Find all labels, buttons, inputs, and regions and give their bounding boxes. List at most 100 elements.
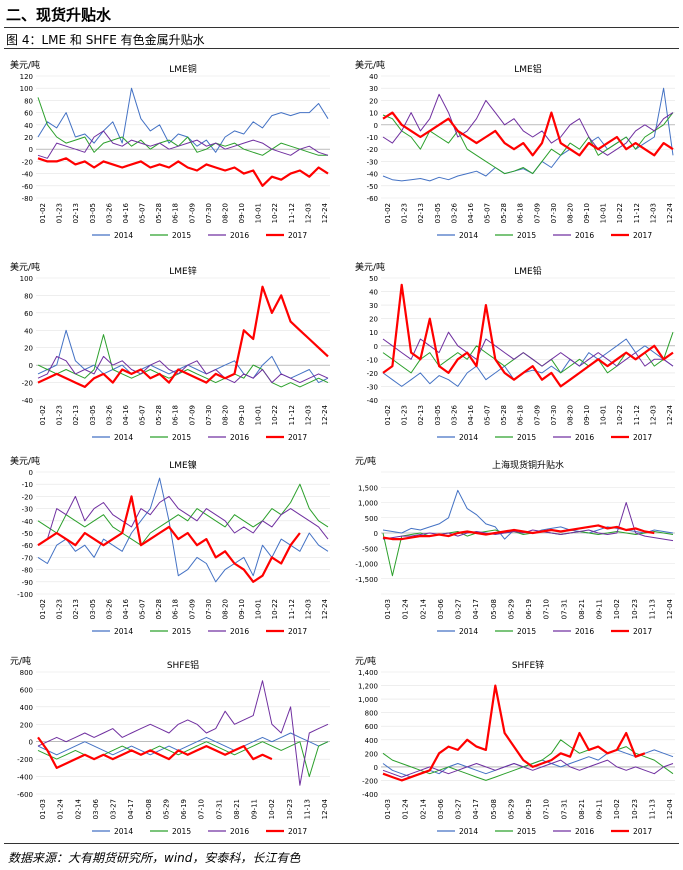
x-tick-label: 03-26 (105, 202, 113, 223)
unit-label: 元/吨 (355, 655, 376, 667)
legend-label-2014: 2014 (459, 627, 478, 636)
x-tick-label: 01-03 (384, 799, 392, 819)
legend-label-2015: 2015 (172, 433, 191, 442)
unit-label: 美元/吨 (355, 261, 385, 273)
legend-label-2014: 2014 (114, 231, 133, 240)
x-tick-label: 01-23 (401, 405, 409, 425)
x-tick-label: 03-06 (437, 798, 445, 819)
x-tick-label: 12-04 (666, 598, 674, 619)
x-tick-label: 03-06 (437, 598, 445, 619)
legend-label-2014: 2014 (459, 827, 478, 836)
x-tick-label: 03-27 (455, 799, 463, 819)
source-note: 数据来源：大有期货研究所，wind，安泰科，长江有色 (8, 851, 301, 865)
y-tick-label: 20 (369, 316, 378, 324)
x-tick-label: 04-16 (467, 404, 475, 425)
x-tick-label: 12-24 (666, 202, 674, 223)
series-line-2016 (382, 331, 674, 367)
legend-label-2016: 2016 (575, 627, 594, 636)
y-tick-label: -10 (367, 134, 378, 142)
x-tick-label: 07-10 (198, 799, 206, 819)
x-tick-label: 06-18 (517, 203, 525, 223)
chart-lme-copper: 美元/吨 LME铜 120 100 80 60 40 20 0 -20 -40 -60 -80 01-02… (2, 56, 336, 246)
x-tick-label: 07-10 (543, 599, 551, 619)
x-tick-label: 09-10 (238, 405, 246, 425)
y-tick-label: 800 (365, 710, 378, 718)
x-tick-label: 10-22 (271, 405, 279, 425)
chart-svg: 元/吨 SHFE铝 800 600 400 200 0 -200 -400 -600 01-03 01… (10, 655, 330, 836)
x-tick-label: 01-02 (39, 405, 47, 425)
x-tick-label: 07-10 (543, 799, 551, 819)
x-tick-label: 01-03 (39, 799, 47, 819)
legend-label-2015: 2015 (172, 231, 191, 240)
y-tick-label: -50 (22, 530, 33, 538)
y-tick-label: -20 (22, 158, 33, 166)
x-tick-label: 04-17 (472, 599, 480, 619)
series-line-2016 (37, 355, 329, 384)
y-tick-label: -400 (17, 774, 33, 782)
x-tick-label: 10-01 (255, 599, 263, 619)
y-tick-label: 400 (365, 737, 378, 745)
y-tick-label: -40 (367, 171, 378, 179)
x-tick-label: 07-09 (533, 405, 541, 425)
y-tick-label: -10 (367, 356, 378, 364)
x-tick-label: 09-10 (583, 203, 591, 223)
x-tick-label: 05-28 (155, 405, 163, 425)
x-tick-label: 08-20 (221, 405, 229, 425)
chart-lme-aluminum: 美元/吨 LME铝 40 30 20 10 0 -10 -20 -30 -40 -50 -60 01-02… (347, 56, 681, 246)
y-tick-label: -400 (362, 791, 378, 799)
x-tick-label: 04-17 (472, 799, 480, 819)
x-tick-label: 03-05 (89, 405, 97, 425)
x-tick-label: 12-03 (304, 405, 312, 425)
y-tick-label: 80 (24, 97, 33, 105)
x-tick-label: 02-13 (72, 599, 80, 619)
x-tick-label: 09-11 (596, 599, 604, 619)
y-tick-label: 0 (374, 122, 378, 130)
x-tick-label: 02-13 (417, 203, 425, 223)
x-tick-label: 10-01 (255, 405, 263, 425)
y-tick-label: -500 (362, 545, 378, 553)
y-tick-label: 20 (369, 97, 378, 105)
x-tick-label: 12-24 (321, 598, 329, 619)
y-tick-label: 10 (369, 329, 378, 337)
x-tick-label: 03-05 (89, 203, 97, 223)
x-tick-label: 09-10 (583, 405, 591, 425)
chart-title: 上海现货铜升贴水 (492, 459, 564, 471)
x-tick-label: 01-23 (401, 203, 409, 223)
x-tick-label: 02-13 (417, 405, 425, 425)
y-tick-label: -60 (22, 183, 33, 191)
chart-lme-nickel: 美元/吨 LME镍 0 -10 -20 -30 -40 -50 -60 -70 -80 -90 -100… (2, 452, 336, 642)
legend-label-2017: 2017 (288, 627, 307, 636)
chart-svg: 美元/吨 LME铅 50 40 30 20 10 0 -10 -20 -30 -40 01-02 01-2… (355, 261, 675, 442)
x-tick-label: 06-19 (180, 799, 188, 819)
x-tick-label: 07-31 (560, 599, 568, 619)
y-tick-label: 40 (369, 73, 378, 81)
x-tick-label: 03-05 (89, 599, 97, 619)
y-tick-label: 0 (29, 469, 33, 477)
series-line-2017 (37, 495, 301, 583)
series-line-2017 (382, 283, 674, 388)
x-tick-label: 08-21 (578, 599, 586, 619)
legend-label-2014: 2014 (459, 433, 478, 442)
x-tick-label: 01-23 (56, 203, 64, 223)
x-tick-label: 10-22 (271, 599, 279, 619)
chart-title: LME铝 (514, 63, 541, 75)
legend-label-2016: 2016 (575, 433, 594, 442)
chart-svg: 美元/吨 LME镍 0 -10 -20 -30 -40 -50 -60 -70 -80 -90 -100… (10, 455, 330, 636)
x-tick-label: 10-01 (255, 203, 263, 223)
y-tick-label: 0 (374, 343, 378, 351)
series-line-2015 (37, 483, 329, 546)
x-tick-label: 10-23 (631, 799, 639, 819)
x-tick-label: 08-21 (578, 799, 586, 819)
x-tick-label: 07-30 (205, 599, 213, 619)
legend-label-2015: 2015 (517, 433, 536, 442)
y-tick-label: -10 (22, 481, 33, 489)
x-tick-label: 10-23 (286, 799, 294, 819)
legend-label-2015: 2015 (172, 827, 191, 836)
y-tick-label: 30 (369, 85, 378, 93)
series-line-2016 (37, 495, 329, 546)
legend-label-2014: 2014 (459, 231, 478, 240)
y-tick-label: -40 (367, 397, 378, 405)
x-tick-label: 11-13 (648, 799, 656, 819)
x-tick-label: 02-13 (72, 405, 80, 425)
x-tick-label: 07-30 (550, 203, 558, 223)
